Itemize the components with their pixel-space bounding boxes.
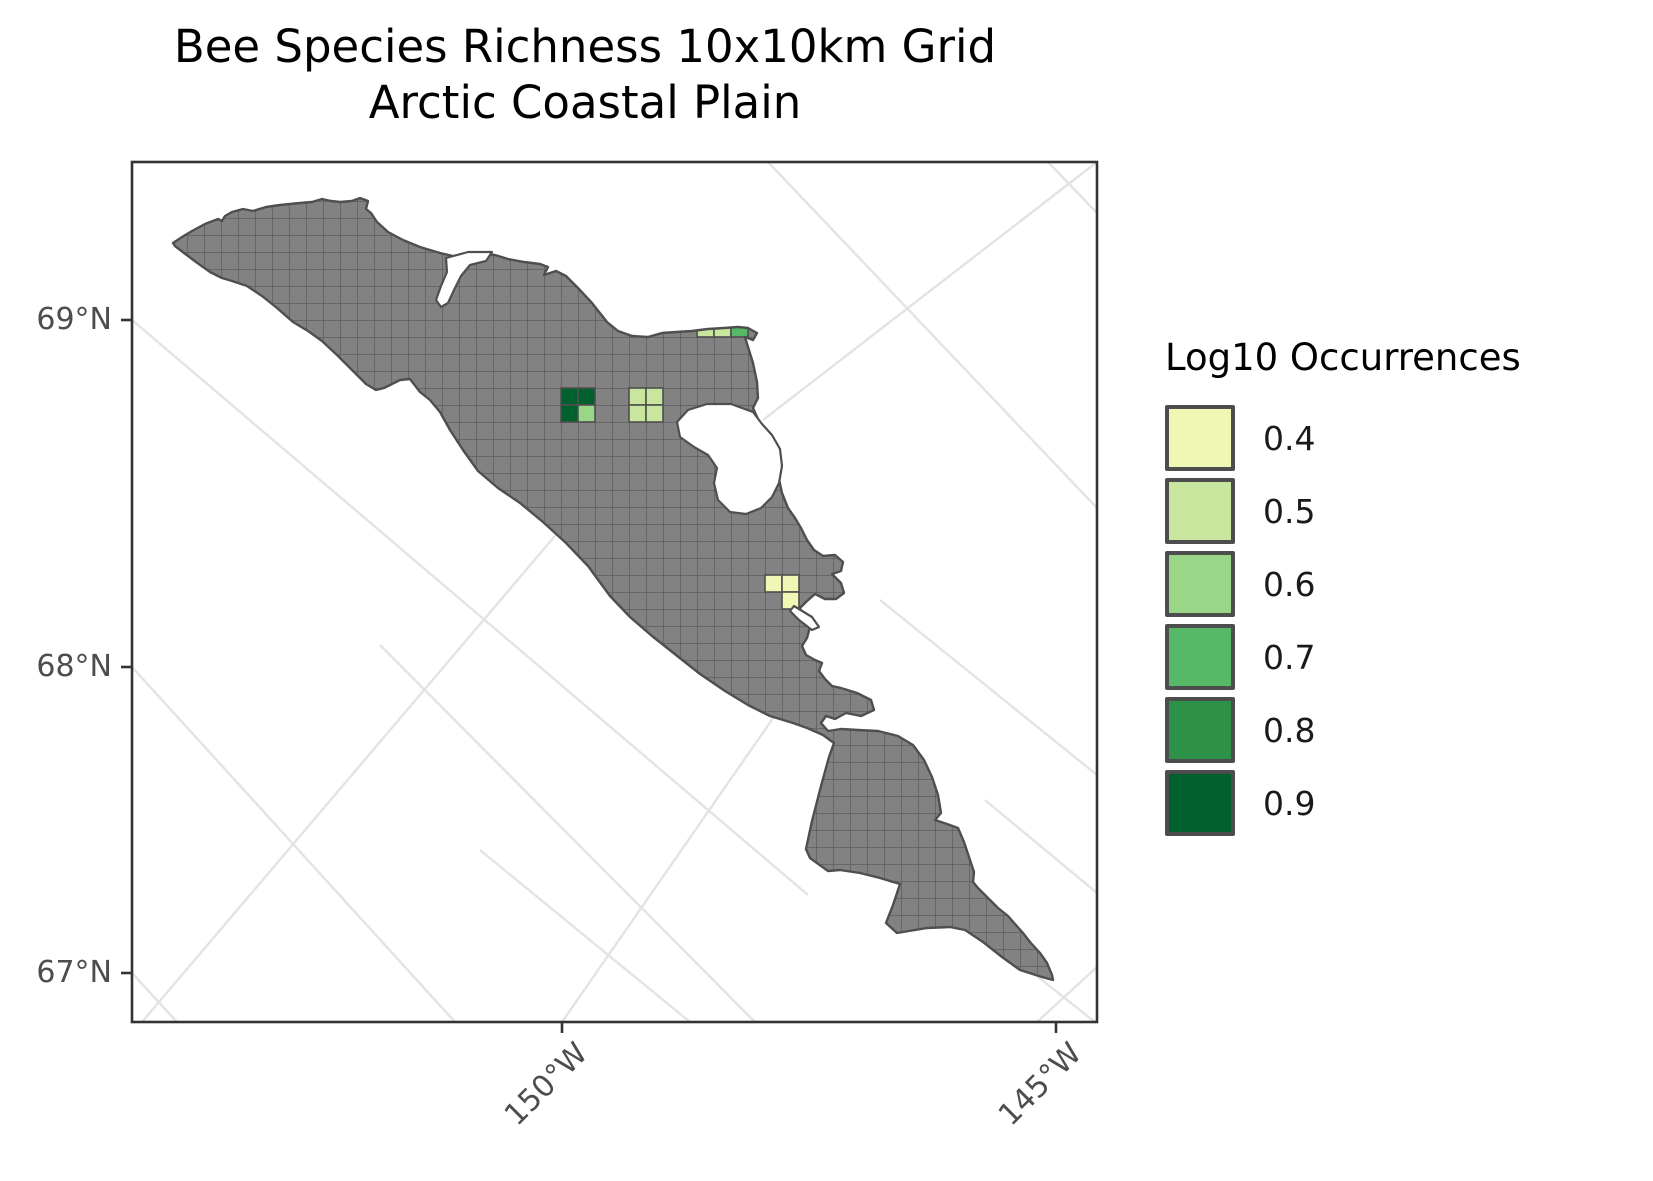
grid-cell-value-0.4 [764,574,783,593]
panel-border [130,160,1099,1024]
legend-title: Log10 Occurrences [1165,336,1521,379]
legend-item: 0.9 [1165,770,1521,836]
graticule-parallel-70N [767,161,1098,509]
axis-ticks [121,318,1058,1033]
graticule-meridian-145W [1036,966,1098,1023]
legend-label: 0.5 [1263,491,1316,531]
grid-cell-value-0.9 [577,387,596,406]
y-axis-label-68N: 68°N [36,649,112,684]
grid-cell-value-0.6 [577,404,596,423]
grid-overlay [173,198,1053,980]
legend-label: 0.6 [1263,564,1316,604]
legend-swatch [1165,551,1235,617]
grid-cell-value-0.9 [560,387,579,406]
legend-label: 0.9 [1263,783,1316,823]
legend-swatch [1165,478,1235,544]
graticule-meridian-150W-north [762,161,1098,421]
legend: Log10 Occurrences 0.4 0.5 0.6 0.7 0.8 0.9 [1165,336,1521,843]
legend-item: 0.6 [1165,551,1521,617]
legend-swatch [1165,770,1235,836]
graticule-parallel-south [479,849,691,1023]
graticule-meridian-155W [141,529,561,1023]
legend-swatch [1165,697,1235,763]
chart-title: Bee Species Richness 10x10km Grid [173,20,997,73]
legend-swatch [1165,405,1235,471]
legend-item: 0.8 [1165,697,1521,763]
y-axis-label-67N: 67°N [36,955,112,990]
occurrence-cells [560,319,800,610]
harrison-bay [675,402,784,516]
grid-cell-value-0.5 [645,387,664,406]
graticule-parallel-69N [131,319,809,896]
dease-inlet [434,250,494,309]
graticule-parallel-67N [131,972,178,1023]
y-axis-label-69N: 69°N [36,302,112,337]
graticule-parallel-east [879,599,1098,776]
grid-cell-value-0.5 [628,404,647,423]
graticule-parallel-southwest [379,644,756,1023]
grid-cell-value-0.5 [645,404,664,423]
legend-label: 0.4 [1263,418,1316,458]
legend-label: 0.8 [1263,710,1316,750]
graticule-meridian-150W-south [561,710,779,1023]
legend-label: 0.7 [1263,637,1316,677]
legend-items: 0.4 0.5 0.6 0.7 0.8 0.9 [1165,405,1521,836]
graticule-lines [131,161,1098,1023]
grid-cell-value-0.4 [781,574,800,593]
grid-cell-value-0.9 [560,404,579,423]
legend-item: 0.4 [1165,405,1521,471]
legend-swatch [1165,624,1235,690]
legend-item: 0.5 [1165,478,1521,544]
grid-cell-value-0.5 [628,387,647,406]
coastal-lagoon [788,604,821,632]
chart-subtitle: Arctic Coastal Plain [368,76,802,129]
legend-item: 0.7 [1165,624,1521,690]
graticule-parallel-east-stub [984,799,1098,894]
graticule-parallel-stub-ne [1047,161,1098,214]
water-inlets [434,250,821,632]
